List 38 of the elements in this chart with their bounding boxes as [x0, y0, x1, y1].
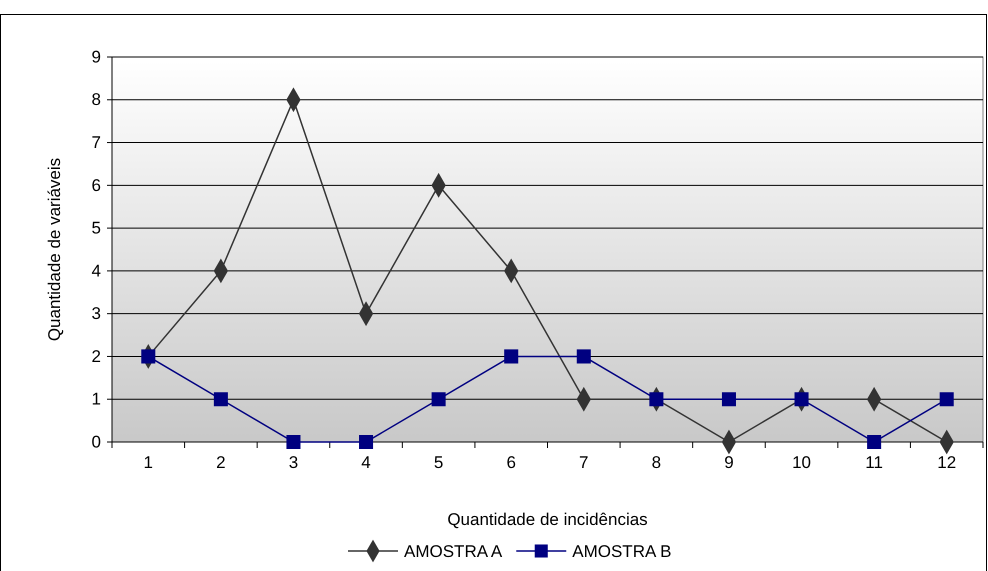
legend-label: AMOSTRA A	[404, 542, 503, 561]
y-axis-title: Quantidade de variáveis	[45, 158, 64, 342]
x-tick-label: 2	[216, 453, 226, 472]
x-tick-label: 7	[579, 453, 589, 472]
point	[794, 392, 809, 406]
point	[940, 392, 954, 406]
x-tick-label: 6	[506, 453, 516, 472]
y-tick-label: 2	[92, 346, 101, 366]
point	[722, 392, 736, 406]
point	[867, 434, 882, 450]
x-tick-label: 5	[434, 453, 444, 472]
x-tick-label: 8	[652, 453, 662, 472]
x-tick-label: 3	[288, 453, 298, 472]
point	[141, 349, 156, 364]
point	[214, 392, 228, 406]
x-tick-label: 1	[144, 453, 154, 472]
y-tick-label: 6	[92, 176, 101, 195]
y-tick-label: 8	[92, 90, 101, 110]
point	[504, 349, 518, 364]
y-tick-label: 7	[92, 132, 101, 152]
point	[432, 392, 446, 406]
y-tick-label: 5	[92, 218, 101, 238]
x-tick-label: 9	[724, 453, 734, 472]
x-axis-title: Quantidade de incidências	[447, 510, 648, 529]
point	[576, 349, 591, 364]
x-tick-label: 10	[792, 453, 812, 472]
x-tick-label: 4	[361, 453, 371, 472]
y-tick-label: 0	[92, 432, 101, 452]
point	[649, 392, 664, 406]
y-tick-label: 1	[92, 390, 101, 409]
x-tick-label: 12	[937, 453, 956, 472]
y-tick-label: 3	[92, 304, 101, 324]
point	[359, 434, 374, 450]
x-tick-label: 11	[865, 453, 883, 472]
legend-label: AMOSTRA B	[572, 542, 672, 561]
y-tick-label: 9	[92, 47, 101, 66]
point	[286, 434, 300, 450]
y-tick-label: 4	[92, 261, 101, 280]
